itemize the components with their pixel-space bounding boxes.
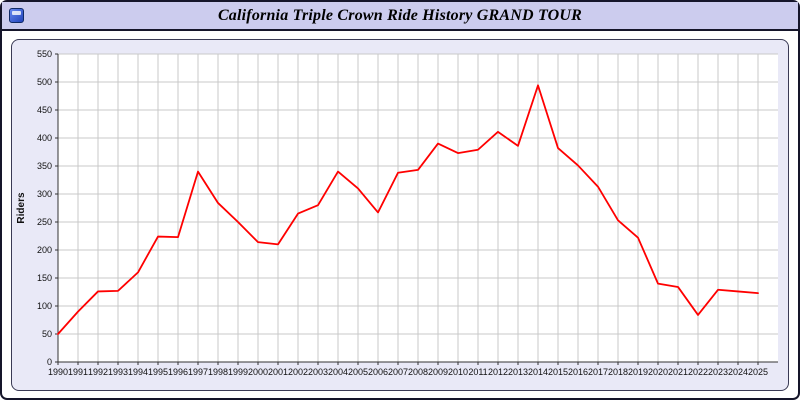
- y-tick-label: 150: [37, 273, 52, 283]
- x-tick-label: 2007: [388, 367, 408, 377]
- x-tick-label: 2004: [328, 367, 348, 377]
- x-tick-label: 1999: [228, 367, 248, 377]
- y-tick-label: 50: [42, 329, 52, 339]
- x-tick-label: 2019: [628, 367, 648, 377]
- page-title: California Triple Crown Ride History GRA…: [217, 6, 583, 24]
- x-tick-label: 2022: [688, 367, 708, 377]
- y-tick-label: 450: [37, 105, 52, 115]
- chart-panel: 0 50 100 150 200 250 300 350 400 450 500 550 1990 199…: [11, 39, 789, 391]
- x-tick-label: 2011: [468, 367, 487, 377]
- x-tick-label: 2017: [588, 367, 608, 377]
- x-tick-label: 2002: [288, 367, 308, 377]
- y-tick-label: 100: [37, 301, 52, 311]
- y-tick-label: 400: [37, 133, 52, 143]
- y-tick-label: 250: [37, 217, 52, 227]
- title-bar: California Triple Crown Ride History GRA…: [2, 2, 798, 31]
- x-tick-label: 2001: [268, 367, 288, 377]
- app-icon: [9, 8, 24, 23]
- y-tick-label: 350: [37, 161, 52, 171]
- x-tick-label: 2021: [668, 367, 688, 377]
- x-tick-label: 2008: [408, 367, 428, 377]
- x-tick-label: 1990: [48, 367, 68, 377]
- x-tick-label: 2015: [548, 367, 568, 377]
- x-tick-label: 2018: [608, 367, 628, 377]
- x-tick-label: 1992: [88, 367, 108, 377]
- x-tick-label: 2020: [648, 367, 668, 377]
- x-tick-label: 2013: [508, 367, 528, 377]
- x-tick-label: 1996: [168, 367, 188, 377]
- x-tick-label: 1997: [188, 367, 208, 377]
- x-tick-label: 2003: [308, 367, 328, 377]
- x-tick-label: 2014: [528, 367, 548, 377]
- x-tick-label: 2023: [708, 367, 728, 377]
- x-tick-label: 1995: [148, 367, 168, 377]
- x-tick-label: 1993: [108, 367, 128, 377]
- x-tick-label: 2010: [448, 367, 468, 377]
- x-tick-label: 2005: [348, 367, 368, 377]
- y-tick-label: 500: [37, 77, 52, 87]
- x-tick-label: 1991: [68, 367, 88, 377]
- y-axis-title: Riders: [16, 192, 27, 224]
- y-tick-label: 0: [47, 357, 52, 367]
- y-tick-label: 300: [37, 189, 52, 199]
- x-tick-label: 2016: [568, 367, 588, 377]
- x-tick-label: 2024: [728, 367, 748, 377]
- y-tick-label: 200: [37, 245, 52, 255]
- x-tick-label: 2012: [488, 367, 508, 377]
- x-tick-label: 2006: [368, 367, 388, 377]
- y-tick-label: 550: [37, 49, 52, 59]
- x-tick-label: 1994: [128, 367, 148, 377]
- x-tick-label: 2009: [428, 367, 448, 377]
- x-tick-label: 1998: [208, 367, 228, 377]
- x-tick-label: 2025: [748, 367, 768, 377]
- series-line-riders: [57, 84, 759, 335]
- x-tick-label: 2000: [248, 367, 268, 377]
